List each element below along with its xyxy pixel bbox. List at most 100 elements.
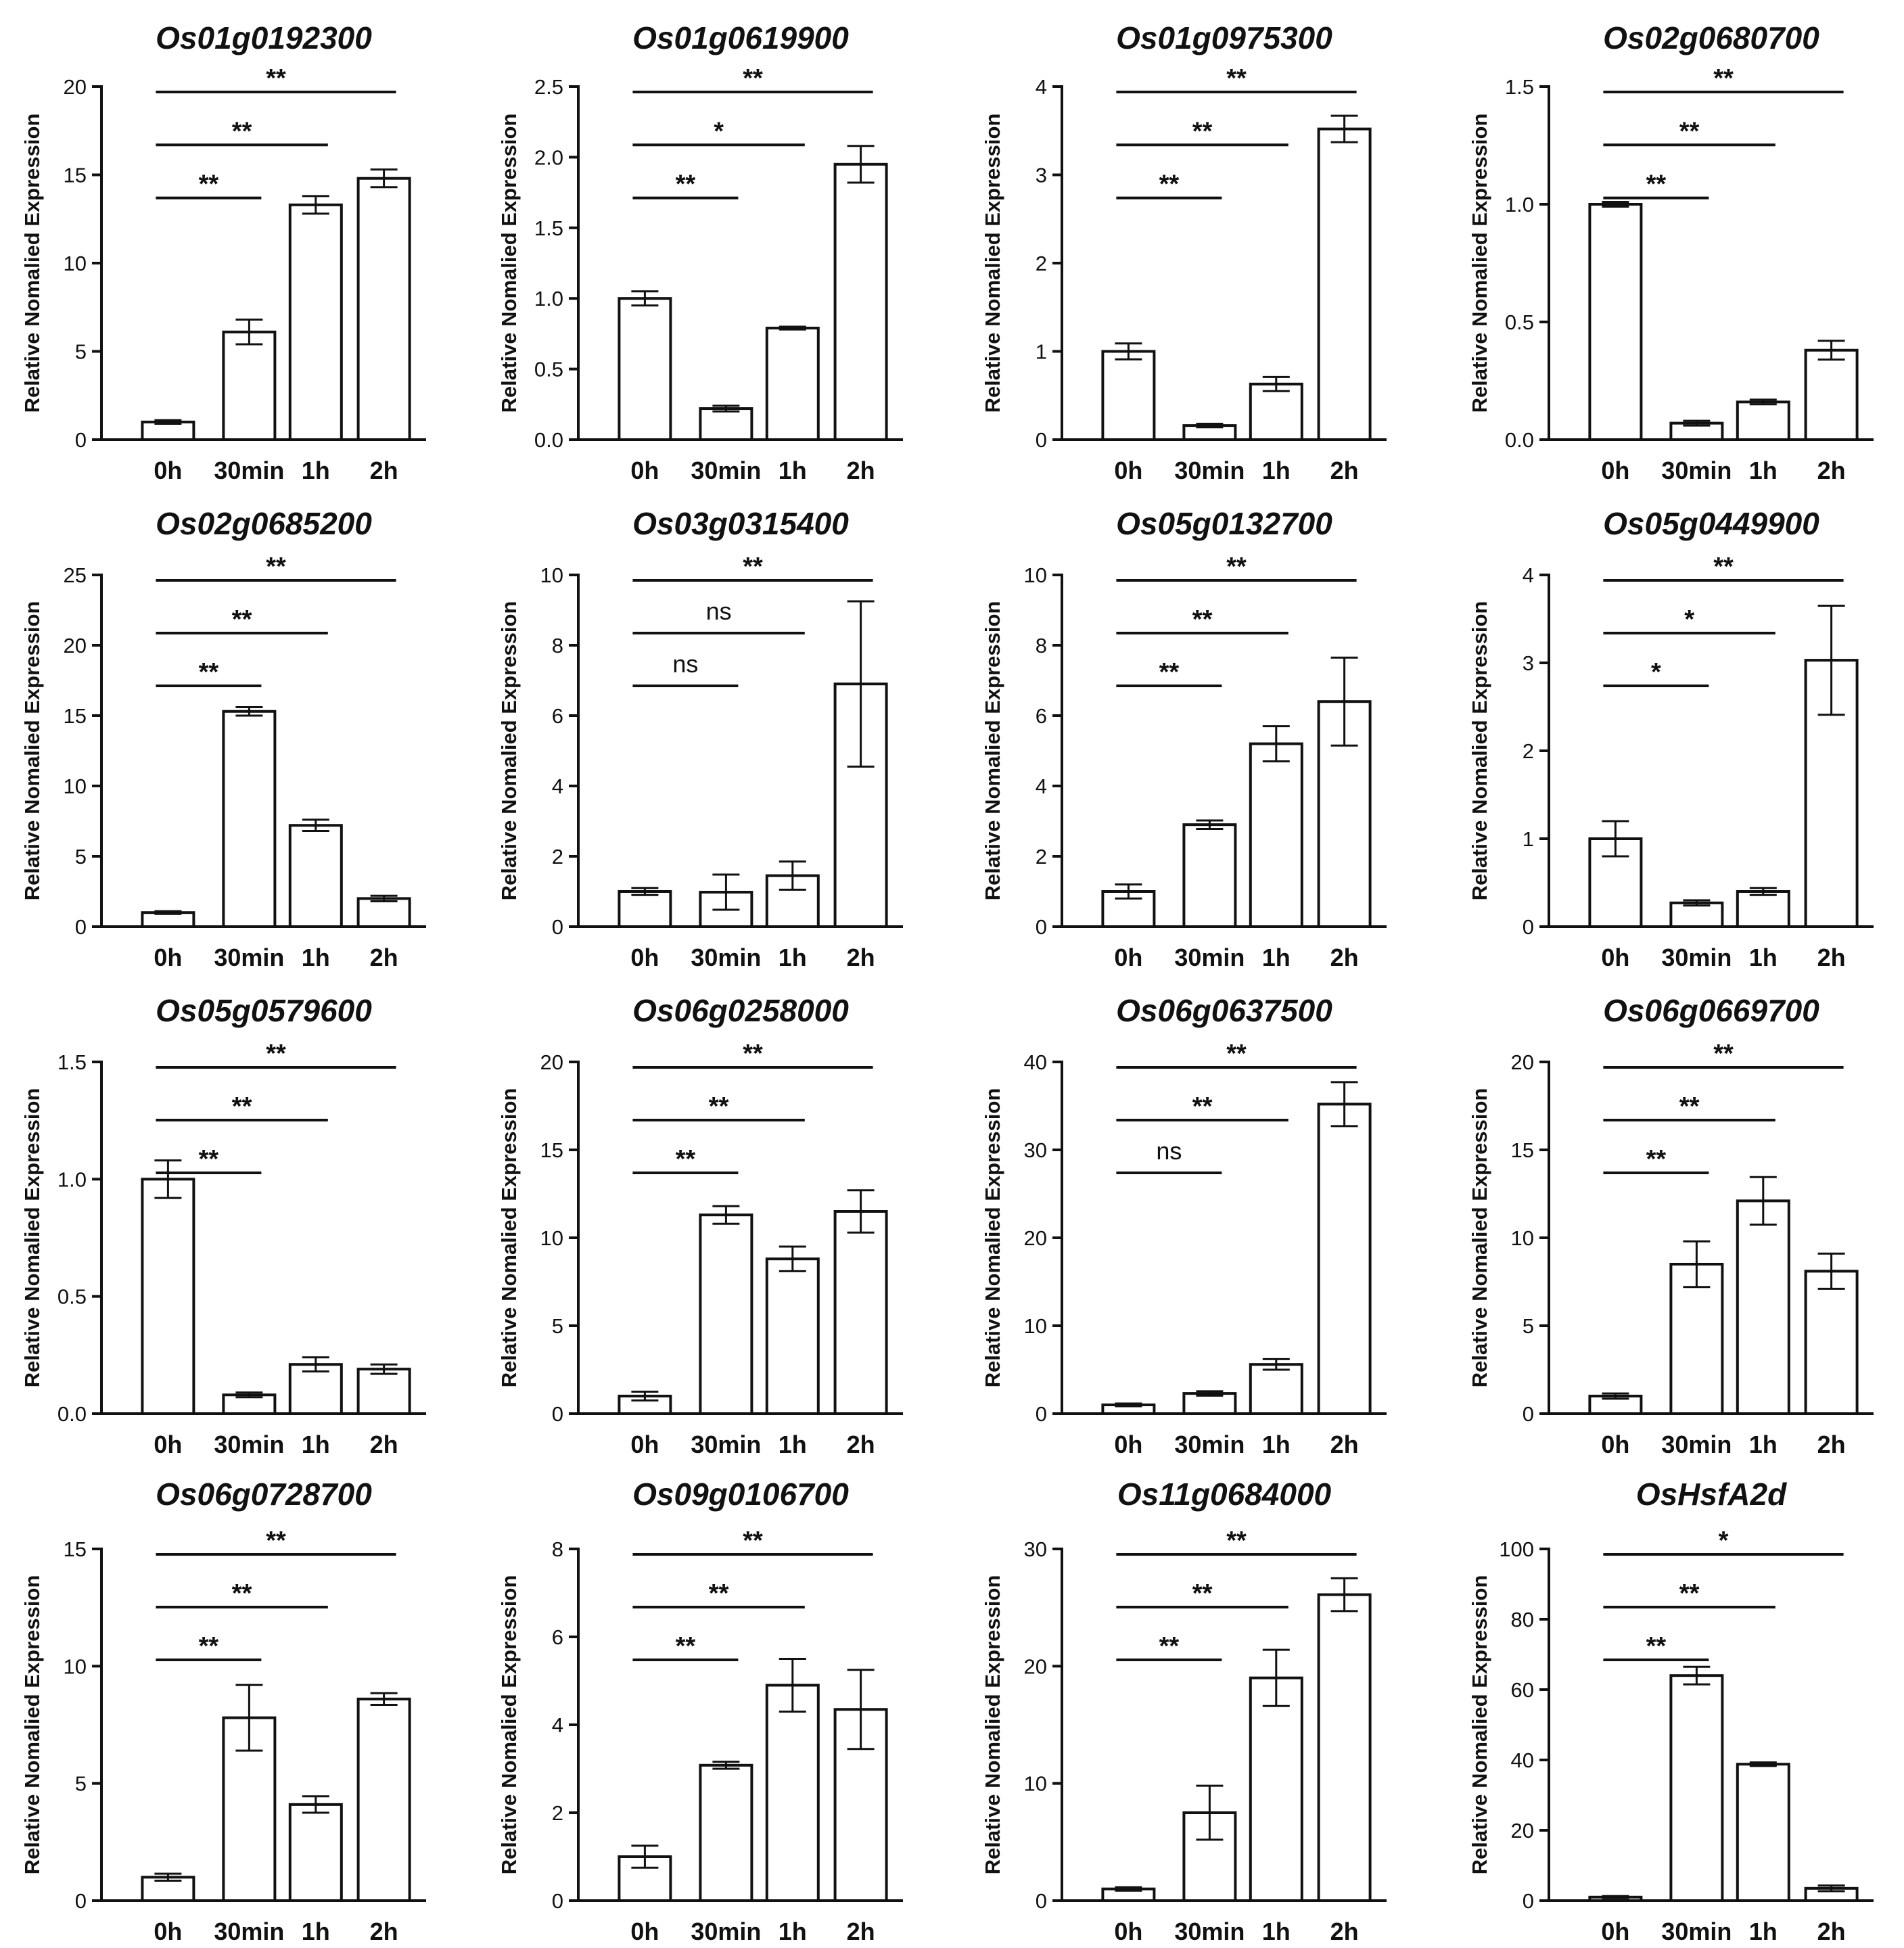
significance-label: **	[1192, 117, 1213, 145]
y-tick-label: 4	[1036, 774, 1047, 798]
x-tick-label: 30min	[1661, 944, 1732, 971]
chart-title: Os06g0669700	[1603, 993, 1819, 1028]
bar	[1317, 1593, 1372, 1903]
x-tick-label: 2h	[1330, 1918, 1359, 1945]
x-tick-label: 2h	[370, 1431, 398, 1458]
y-tick-label: 3	[1523, 651, 1534, 675]
bar	[1249, 1363, 1303, 1415]
significance-label: **	[743, 64, 763, 93]
bar	[1249, 382, 1303, 441]
significance-label: **	[1159, 658, 1180, 687]
significance-label: **	[199, 658, 219, 687]
chart-title: Os01g0192300	[156, 20, 372, 55]
significance-label: **	[676, 1632, 696, 1661]
x-tick-label: 0h	[154, 944, 182, 971]
bar	[1182, 823, 1237, 928]
y-tick-label: 10	[1511, 1226, 1534, 1250]
significance-label: **	[266, 1040, 286, 1068]
bar	[1804, 348, 1859, 442]
y-tick-label: 20	[1024, 1654, 1047, 1678]
bar	[699, 1763, 753, 1903]
x-tick-label: 1h	[779, 457, 807, 484]
x-tick-label: 30min	[1174, 1431, 1245, 1458]
x-tick-label: 1h	[302, 944, 330, 971]
x-tick-label: 0h	[1601, 1431, 1629, 1458]
significance-label: *	[1651, 658, 1661, 687]
bar	[833, 1210, 888, 1415]
y-tick-label: 0.0	[57, 1402, 87, 1426]
x-tick-label: 0h	[1114, 1918, 1142, 1945]
y-tick-label: 0	[75, 915, 87, 939]
significance-label: *	[714, 117, 724, 145]
significance-label: ns	[672, 650, 698, 678]
x-tick-label: 1h	[302, 457, 330, 484]
bar	[1669, 901, 1724, 929]
x-tick-label: 1h	[302, 1431, 330, 1458]
bar	[618, 297, 672, 442]
y-axis-label: Relative Nomalied Expression	[497, 1088, 521, 1388]
chart-title: Os06g0258000	[632, 993, 849, 1028]
y-tick-label: 1	[1523, 827, 1534, 851]
significance-label: **	[1646, 1145, 1667, 1174]
bar	[288, 1363, 343, 1415]
y-tick-label: 0	[75, 428, 87, 452]
y-tick-label: 15	[64, 164, 87, 187]
bar	[618, 1395, 672, 1415]
x-tick-label: 1h	[1749, 944, 1778, 971]
bar	[356, 1697, 411, 1903]
significance-label: **	[1226, 553, 1247, 581]
bar	[141, 1178, 195, 1416]
bar	[1804, 1270, 1859, 1416]
y-tick-label: 30	[1024, 1537, 1047, 1561]
y-tick-label: 40	[1511, 1748, 1534, 1772]
x-tick-label: 2h	[1330, 944, 1359, 971]
y-tick-label: 8	[552, 634, 563, 657]
y-tick-label: 0.5	[534, 358, 563, 381]
significance-label: **	[676, 1145, 696, 1174]
chart-title: Os06g0637500	[1116, 993, 1332, 1028]
y-axis-label: Relative Nomalied Expression	[1468, 601, 1491, 901]
bar	[1101, 350, 1156, 441]
significance-label: **	[1226, 1527, 1247, 1555]
bar	[1736, 1763, 1790, 1902]
chart-title: Os11g0684000	[1117, 1477, 1332, 1512]
chart-title: Os05g0449900	[1603, 506, 1819, 541]
bar	[356, 177, 411, 441]
significance-label: **	[1713, 553, 1734, 581]
y-tick-label: 2	[1036, 845, 1047, 868]
bar	[222, 330, 277, 442]
y-tick-label: 20	[1024, 1226, 1047, 1250]
x-tick-label: 2h	[1330, 1431, 1359, 1458]
significance-label: **	[743, 1527, 763, 1555]
y-tick-label: 10	[540, 563, 563, 587]
bar	[222, 710, 277, 928]
chart-title: Os05g0579600	[156, 993, 372, 1028]
x-tick-label: 0h	[630, 1918, 659, 1945]
chart-panel: Os09g0106700 Relative Nomalied Expression…	[497, 1477, 903, 1945]
y-tick-label: 10	[64, 774, 87, 798]
significance-label: **	[1646, 1632, 1667, 1661]
y-tick-label: 20	[1511, 1819, 1534, 1842]
y-tick-label: 80	[1511, 1608, 1534, 1631]
significance-label: *	[1684, 605, 1694, 634]
x-tick-label: 30min	[214, 1918, 284, 1945]
significance-label: **	[676, 170, 696, 199]
y-tick-label: 4	[1523, 563, 1534, 587]
significance-label: **	[232, 117, 252, 145]
x-tick-label: 0h	[1601, 457, 1629, 484]
bar	[1249, 742, 1303, 928]
y-tick-label: 4	[552, 1713, 563, 1737]
x-tick-label: 1h	[302, 1918, 330, 1945]
significance-label: **	[1646, 170, 1667, 199]
x-tick-label: 1h	[1749, 457, 1778, 484]
significance-label: **	[1192, 1092, 1213, 1121]
x-tick-label: 0h	[154, 1918, 182, 1945]
significance-label: **	[232, 1092, 252, 1121]
bar	[699, 1213, 753, 1415]
y-tick-label: 20	[64, 634, 87, 657]
x-tick-label: 30min	[1174, 1918, 1245, 1945]
x-tick-label: 2h	[370, 457, 398, 484]
chart-panel: Os02g0685200 Relative Nomalied Expression…	[20, 506, 426, 971]
y-tick-label: 1.0	[1505, 193, 1534, 216]
